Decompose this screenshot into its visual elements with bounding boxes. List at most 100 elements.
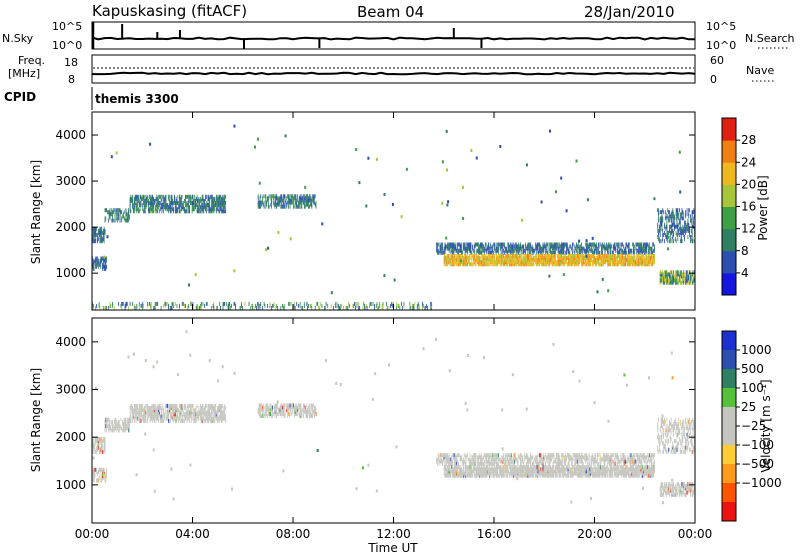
scatter-cell — [106, 426, 108, 431]
scatter-cell — [692, 272, 694, 277]
scatter-cell — [97, 439, 98, 444]
scatter-cell — [535, 455, 536, 460]
scatter-cell — [286, 407, 288, 412]
scatter-cell — [142, 194, 144, 199]
scatter-cell — [266, 405, 268, 410]
scatter-cell — [161, 418, 163, 423]
scatter-cell — [116, 424, 118, 429]
scatter-cell — [520, 461, 521, 466]
scatter-cell — [303, 409, 305, 414]
scatter-cell — [412, 303, 414, 308]
scatter-cell — [301, 204, 303, 209]
scatter-cell — [475, 262, 477, 267]
scatter-cell — [212, 408, 214, 413]
scatter-cell — [111, 218, 113, 223]
scatter-cell — [308, 405, 310, 410]
scatter-cell — [144, 412, 146, 417]
scatter-cell — [204, 406, 206, 410]
scatter-cell — [143, 408, 145, 413]
scatter-cell — [537, 461, 539, 466]
scatter-cell — [221, 414, 223, 419]
scatter-cell — [511, 246, 513, 251]
scatter-cell — [676, 272, 678, 277]
scatter-cell — [128, 208, 129, 213]
scatter-cell — [602, 258, 603, 263]
scatter-cell — [157, 201, 159, 205]
scatter-cell — [154, 201, 155, 205]
scatter-cell — [310, 196, 312, 201]
scatter-cell — [478, 260, 479, 265]
scatter-cell — [436, 457, 438, 462]
scatter-cell — [303, 403, 305, 408]
scatter-cell — [104, 426, 106, 431]
scatter-cell — [222, 209, 224, 214]
scatter-cell — [507, 250, 509, 255]
scatter-cell — [513, 246, 515, 251]
scatter-cell — [202, 196, 204, 201]
scatter-cell — [461, 242, 463, 247]
scatter-cell — [514, 262, 516, 267]
scatter-cell — [673, 270, 675, 275]
scatter-cell — [521, 218, 523, 222]
scatter-cell — [660, 220, 662, 225]
scatter-cell — [461, 455, 463, 460]
scatter-cell — [692, 270, 694, 275]
scatter-cell — [588, 258, 590, 263]
scatter-cell — [296, 407, 298, 412]
scatter-cell — [653, 260, 654, 265]
scatter-cell — [215, 410, 216, 415]
scatter-cell — [661, 218, 663, 223]
scatter-cell — [607, 254, 608, 258]
scatter-cell — [118, 212, 119, 217]
scatter-cell — [118, 419, 119, 424]
scatter-cell — [577, 262, 579, 267]
scatter-cell — [465, 453, 467, 458]
scatter-cell — [483, 254, 485, 258]
scatter-cell — [414, 301, 416, 306]
scatter-cell — [151, 403, 153, 408]
scatter-cell — [163, 408, 165, 413]
scatter-cell — [608, 260, 610, 265]
scatter-cell — [677, 272, 679, 277]
scatter-cell — [628, 260, 629, 265]
scatter-cell — [225, 414, 227, 419]
scatter-cell — [585, 260, 587, 265]
scatter-cell — [551, 258, 552, 263]
scatter-cell — [532, 248, 534, 253]
scatter-cell — [576, 246, 578, 251]
scatter-cell — [192, 203, 194, 208]
scatter-cell — [310, 405, 312, 410]
scatter-cell — [530, 455, 531, 460]
scatter-cell — [105, 264, 107, 269]
scatter-cell — [452, 242, 453, 247]
scatter-cell — [531, 262, 533, 267]
scatter-cell — [492, 260, 494, 265]
scatter-cell — [216, 406, 218, 410]
scatter-cell — [627, 262, 629, 267]
scatter-cell — [643, 242, 644, 247]
scatter-cell — [185, 403, 186, 408]
scatter-cell — [160, 418, 162, 423]
scatter-cell — [453, 455, 455, 460]
scatter-cell — [456, 461, 458, 466]
scatter-cell — [374, 303, 376, 308]
scatter-cell — [128, 417, 130, 422]
scatter-cell — [439, 455, 441, 460]
scatter-cell — [440, 459, 442, 464]
scatter-cell — [144, 414, 146, 419]
scatter-cell — [107, 424, 109, 429]
scatter-cell — [99, 228, 101, 233]
scatter-cell — [133, 410, 135, 415]
scatter-cell — [306, 198, 308, 203]
scatter-cell — [440, 453, 442, 458]
scatter-cell — [463, 254, 465, 258]
scatter-cell — [535, 246, 537, 251]
scatter-cell — [589, 262, 591, 267]
scatter-cell — [109, 212, 111, 217]
scatter-cell — [290, 194, 292, 199]
scatter-cell — [446, 461, 448, 466]
scatter-cell — [379, 301, 381, 306]
scatter-cell — [468, 242, 470, 247]
scatter-cell — [107, 428, 109, 433]
scatter-cell — [658, 216, 660, 221]
